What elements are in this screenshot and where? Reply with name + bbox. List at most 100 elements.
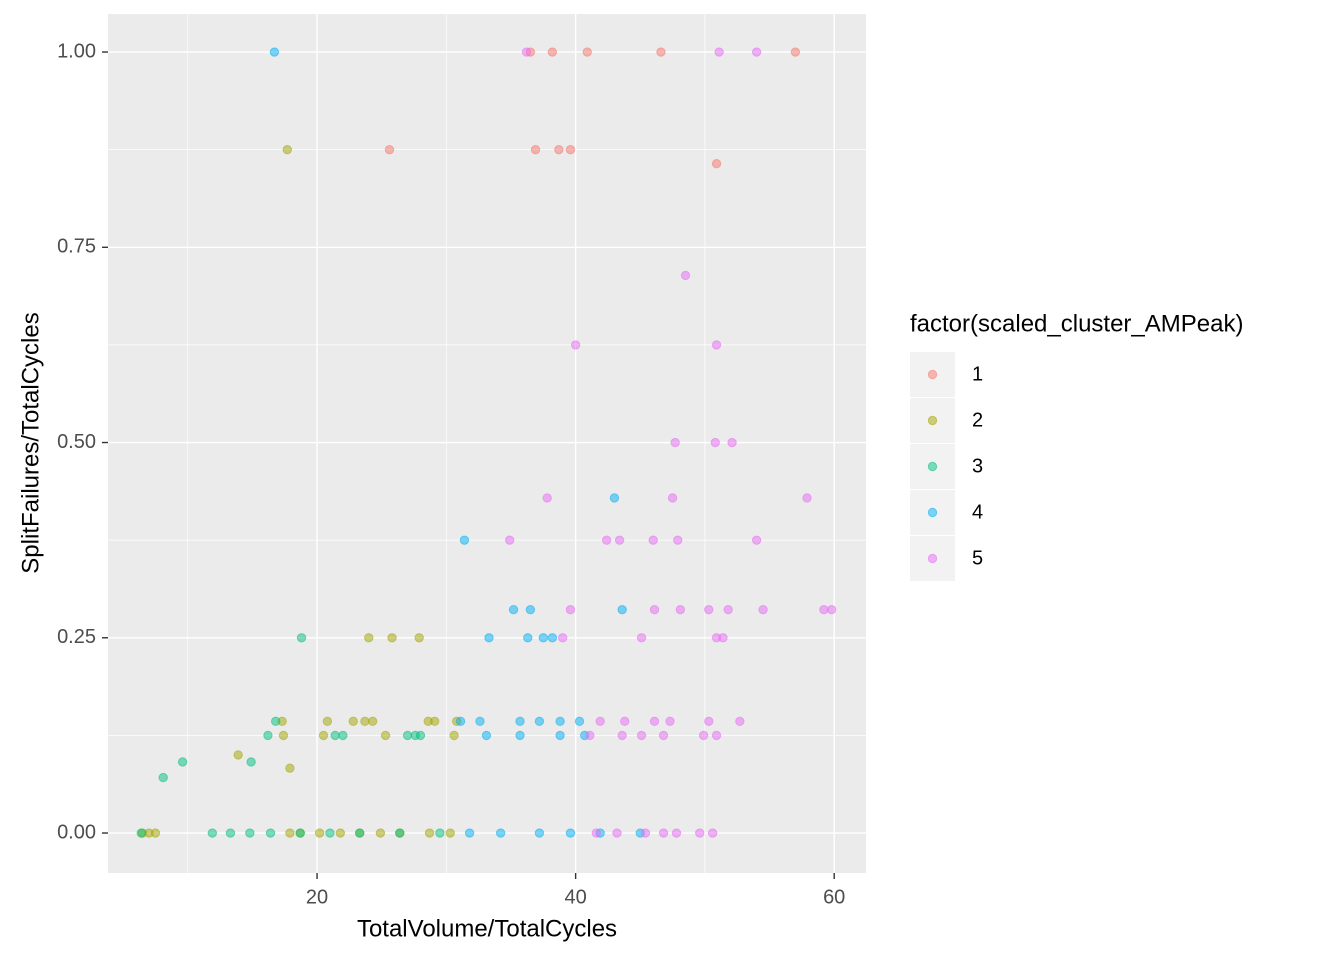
point <box>375 828 386 838</box>
y-tick-label: 0.75 <box>57 236 96 258</box>
point <box>285 763 295 773</box>
point <box>601 535 612 545</box>
point <box>819 604 829 615</box>
y-axis-title: SplitFailures/TotalCycles <box>17 312 44 573</box>
point <box>424 828 435 838</box>
point <box>414 633 424 643</box>
point <box>296 633 307 643</box>
point <box>565 828 576 838</box>
point <box>585 730 595 741</box>
point <box>282 144 293 155</box>
point <box>538 633 549 643</box>
y-tick-label: 0.00 <box>57 821 96 843</box>
point <box>735 716 745 727</box>
point <box>667 493 678 503</box>
point <box>547 633 558 643</box>
point <box>525 604 536 615</box>
point <box>278 730 289 741</box>
point <box>656 47 666 57</box>
point <box>671 828 682 838</box>
point <box>269 47 280 57</box>
point <box>670 437 680 448</box>
point <box>710 437 720 448</box>
legend-symbol <box>927 415 938 426</box>
point <box>554 144 564 155</box>
y-tick-label: 0.50 <box>57 431 96 453</box>
point <box>158 772 168 783</box>
point <box>449 730 459 741</box>
point <box>636 730 647 741</box>
point <box>360 716 370 727</box>
point <box>380 730 391 741</box>
point <box>582 47 592 57</box>
point <box>714 47 724 57</box>
point <box>225 828 236 838</box>
point <box>704 604 714 615</box>
point <box>384 144 395 155</box>
point <box>475 716 485 727</box>
x-tick-label: 60 <box>823 886 845 908</box>
legend-label: 5 <box>972 547 983 569</box>
point <box>136 828 146 838</box>
point <box>523 633 533 643</box>
point <box>711 159 722 169</box>
point <box>314 828 325 838</box>
point <box>826 604 837 615</box>
point <box>718 633 728 643</box>
point <box>751 535 762 545</box>
point <box>246 757 256 767</box>
point <box>547 47 558 57</box>
point <box>322 716 333 727</box>
point <box>330 730 340 741</box>
y-tick-label: 1.00 <box>57 40 96 62</box>
point <box>595 716 605 727</box>
point <box>695 828 705 838</box>
y-tick-label: 0.25 <box>57 626 96 648</box>
point <box>617 604 627 615</box>
legend-label: 1 <box>972 363 983 385</box>
point <box>515 730 525 741</box>
x-tick-label: 40 <box>565 886 587 908</box>
legend-label: 2 <box>972 409 983 431</box>
point <box>542 493 552 503</box>
point <box>263 730 273 741</box>
point <box>495 828 506 838</box>
point <box>534 828 545 838</box>
point <box>481 730 492 741</box>
point <box>574 716 585 727</box>
point <box>555 730 565 741</box>
point <box>802 493 812 503</box>
point <box>430 716 440 727</box>
point <box>464 828 475 838</box>
point <box>649 716 660 727</box>
panel <box>108 14 866 873</box>
point <box>675 604 686 615</box>
point <box>758 604 768 615</box>
point <box>445 828 455 838</box>
point <box>508 604 519 615</box>
legend-symbol <box>927 553 938 564</box>
point <box>620 716 630 727</box>
point <box>295 828 305 838</box>
legend-symbol <box>927 369 938 380</box>
point <box>521 47 532 57</box>
point <box>790 47 801 57</box>
point <box>265 828 276 838</box>
legend-symbol <box>927 507 938 518</box>
point <box>348 716 358 727</box>
point <box>367 716 378 727</box>
point <box>649 604 660 615</box>
point <box>387 633 397 643</box>
point <box>698 730 709 741</box>
point <box>711 730 722 741</box>
legend-title: factor(scaled_cluster_AMPeak) <box>910 310 1243 337</box>
point <box>150 828 161 838</box>
point <box>355 828 365 838</box>
point <box>395 828 405 838</box>
legend-label: 4 <box>972 501 983 523</box>
point <box>614 535 625 545</box>
point <box>665 716 675 727</box>
point <box>704 716 714 727</box>
point <box>557 633 568 643</box>
point <box>459 535 470 545</box>
